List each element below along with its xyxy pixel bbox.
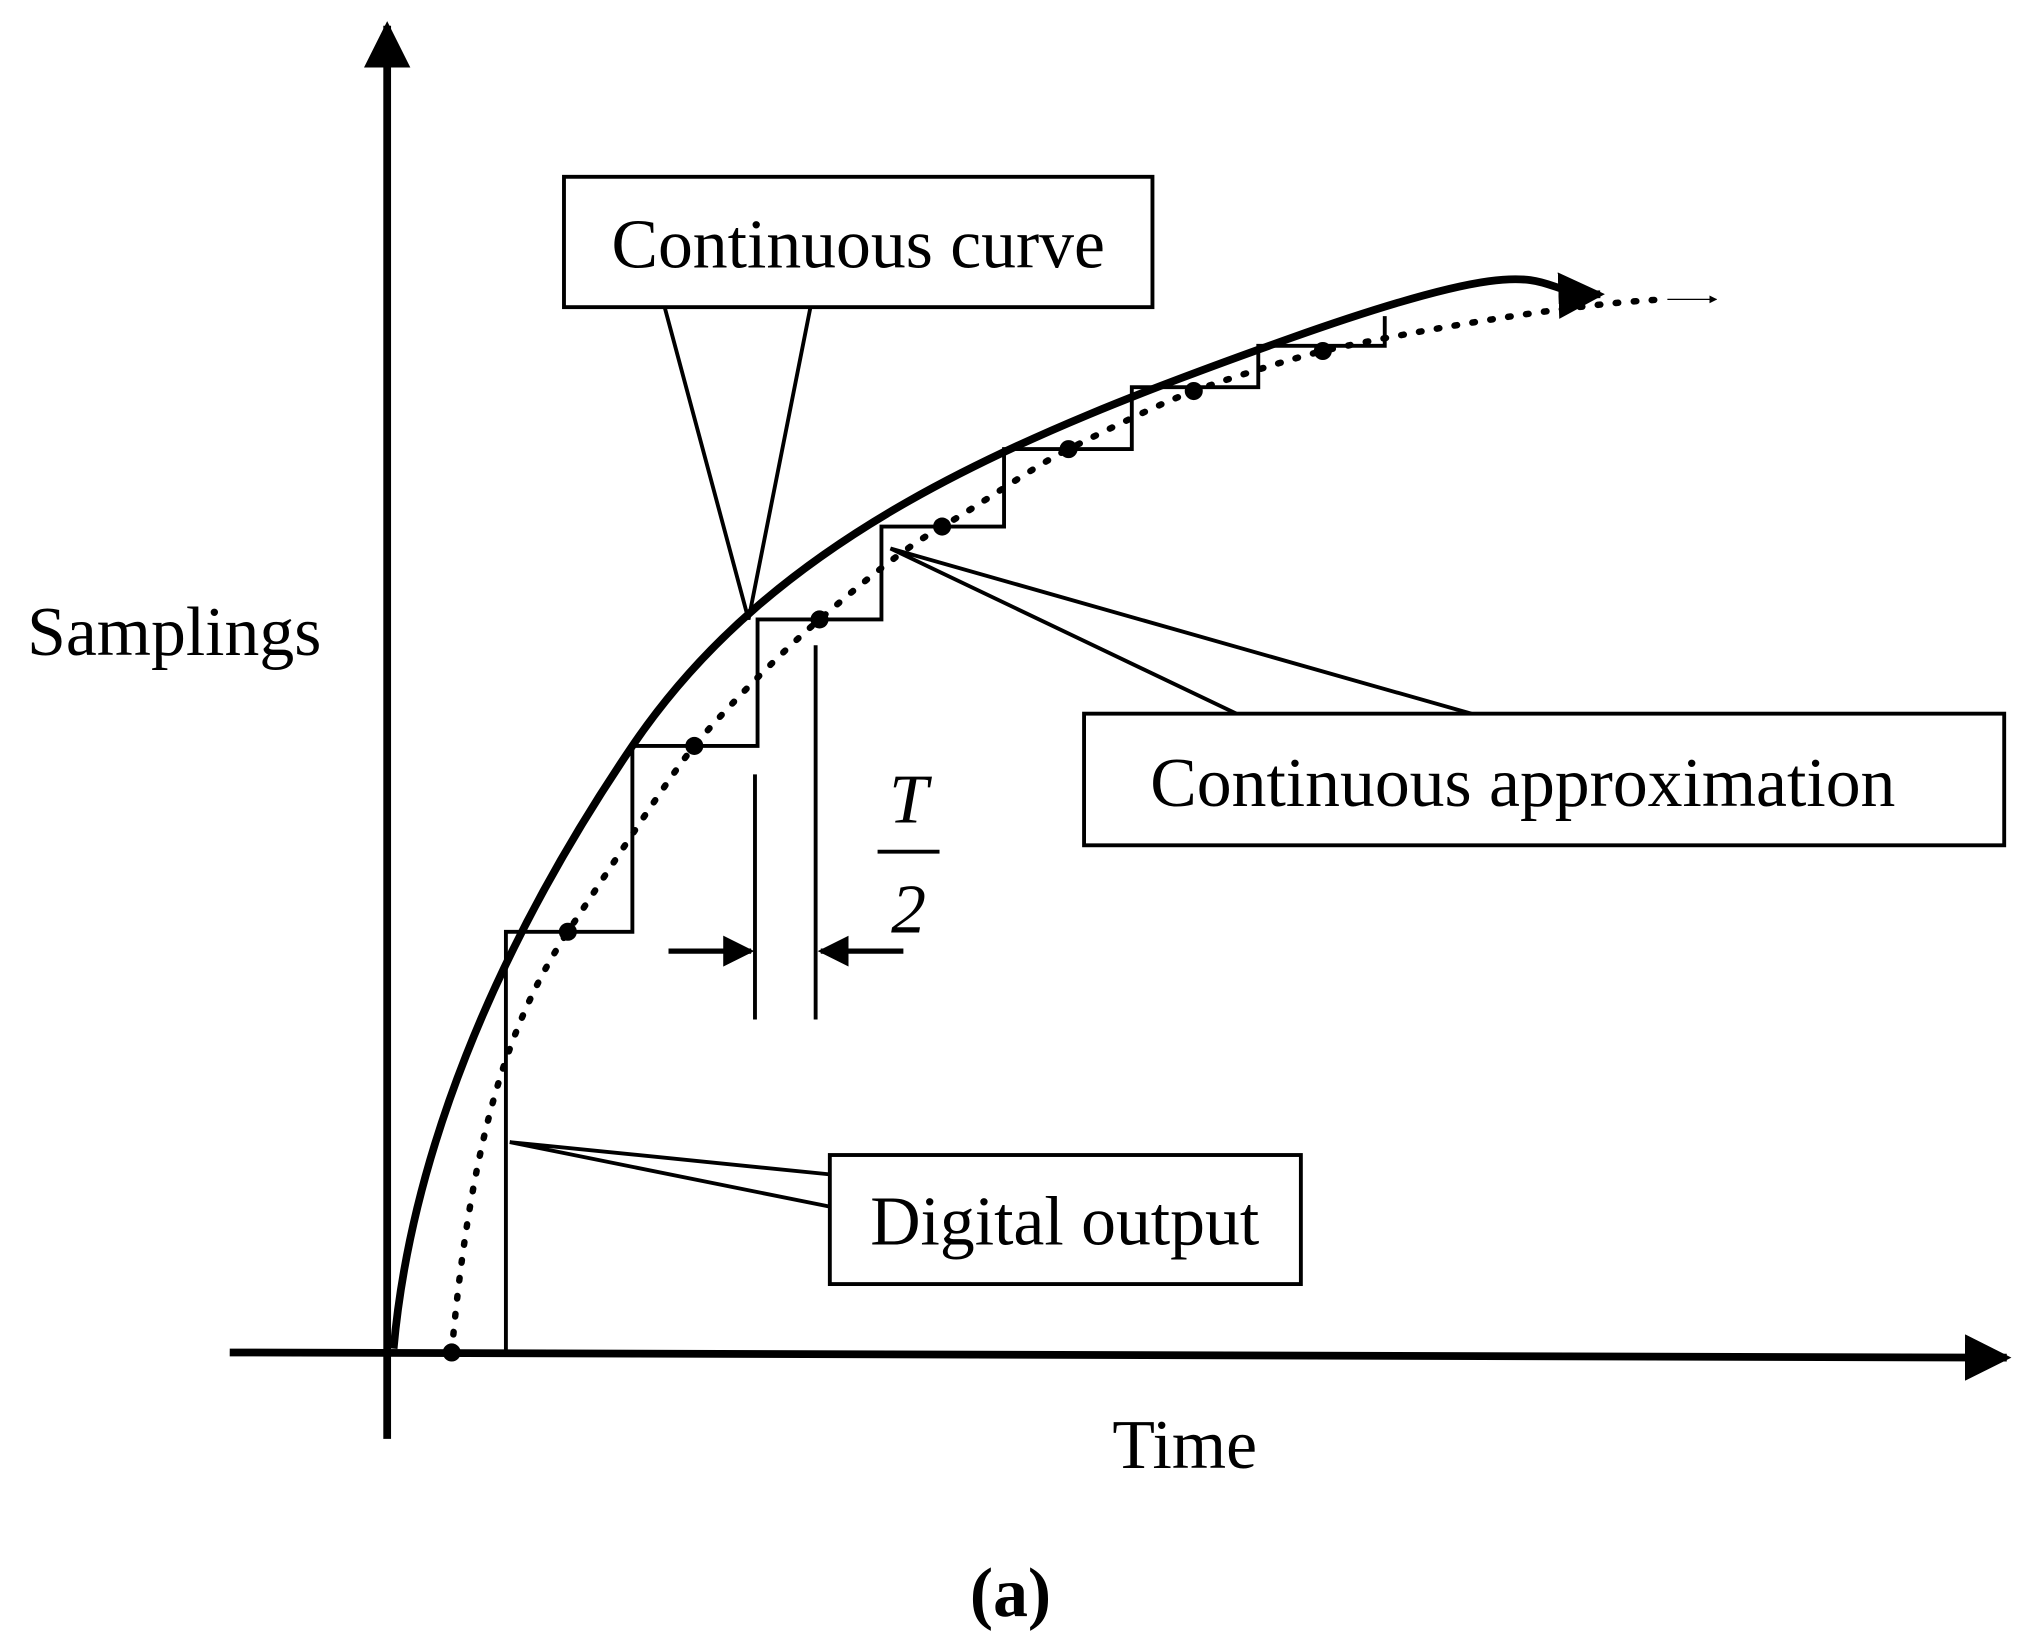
- x-axis-label: Time: [1112, 1407, 1257, 1484]
- callout-label: Continuous approximation: [1150, 745, 1895, 822]
- callout-pointer: [662, 306, 813, 620]
- caption: (a): [970, 1555, 1051, 1632]
- callout-box: [1082, 711, 2007, 848]
- x-axis: [229, 1334, 2012, 1381]
- callout-box: [827, 1153, 1303, 1287]
- callout-pointer: [509, 1140, 831, 1209]
- interval-denominator: 2: [891, 871, 926, 948]
- continuous-curve: [389, 272, 1605, 1349]
- y-axis-label: Samplings: [27, 594, 321, 671]
- callout-box: [562, 174, 1155, 310]
- callout-label: Digital output: [870, 1184, 1259, 1261]
- callout-label: Continuous curve: [611, 207, 1104, 284]
- interval-numerator: T: [889, 762, 932, 839]
- digital-output-steps: [503, 316, 1387, 1353]
- callout-pointer: [889, 546, 1472, 716]
